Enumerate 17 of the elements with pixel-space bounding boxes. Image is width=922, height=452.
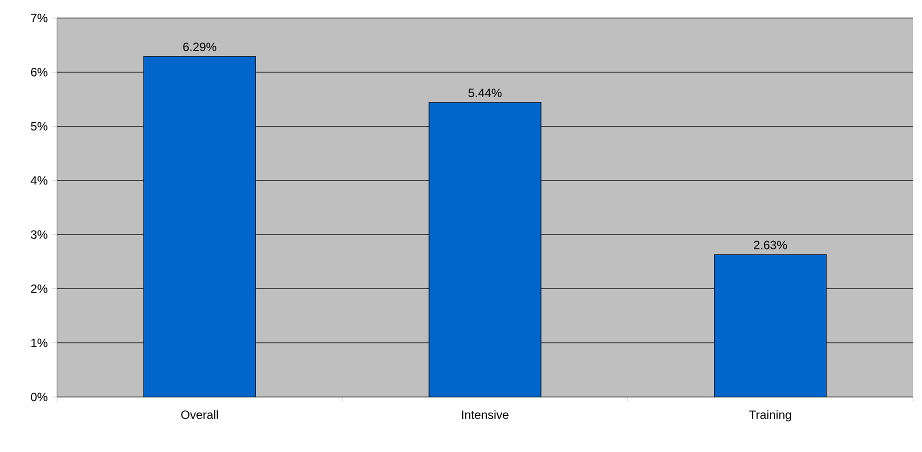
y-tick-label: 4% <box>30 176 48 185</box>
y-tick-label: 3% <box>30 230 48 239</box>
y-tick-label: 2% <box>31 284 48 293</box>
bar <box>143 56 256 397</box>
data-label: 6.29% <box>183 42 216 52</box>
data-label: 5.44% <box>468 88 502 98</box>
x-tick-label: Training <box>749 410 792 422</box>
bar <box>428 102 542 397</box>
bar <box>714 254 827 397</box>
data-label: 2.63% <box>754 240 787 250</box>
x-tick-label: Overall <box>181 410 218 420</box>
y-tick-label: 5% <box>30 122 48 131</box>
y-tick-label: 6% <box>31 68 48 76</box>
y-tick-label: 0% <box>30 392 48 402</box>
y-tick-label: 7% <box>31 14 48 22</box>
x-tick-label: Intensive <box>462 410 508 420</box>
y-tick-label: 1% <box>31 338 48 348</box>
